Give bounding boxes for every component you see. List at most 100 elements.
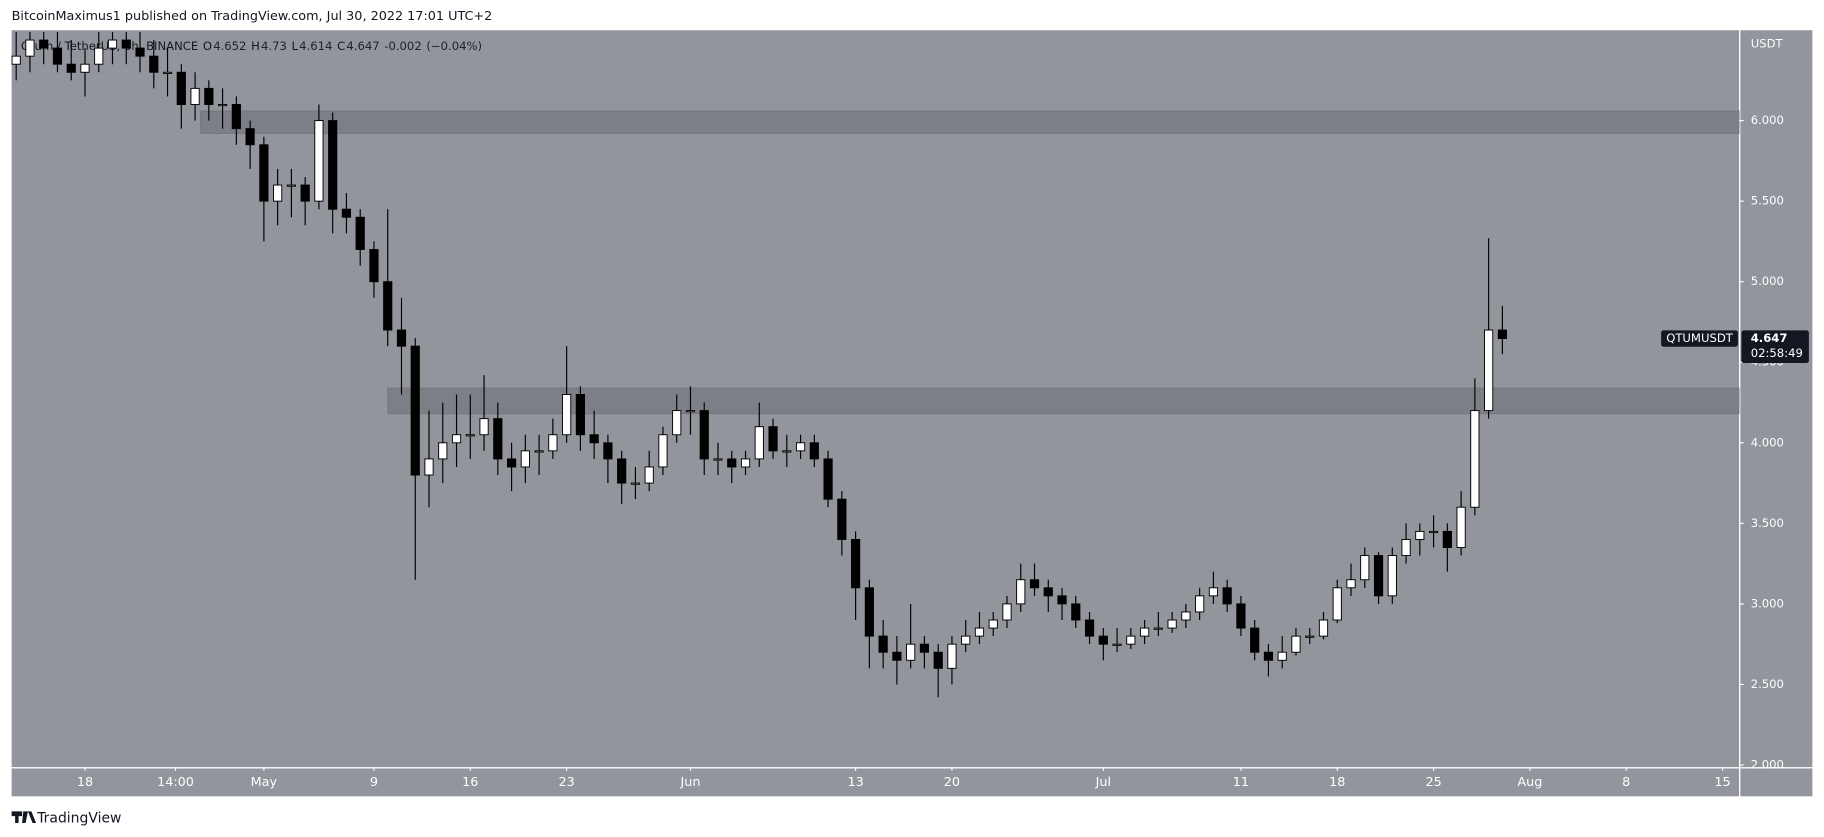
candle-body — [273, 184, 283, 202]
candle-body — [204, 87, 214, 105]
candle-body — [1332, 587, 1342, 621]
candle-body — [80, 63, 90, 73]
legend-key: H — [251, 39, 260, 53]
candle-body — [1153, 627, 1163, 630]
candle-body — [699, 410, 709, 460]
candle-body — [1401, 538, 1411, 557]
candle-body — [1140, 627, 1150, 637]
price-unit: USDT — [1751, 37, 1784, 51]
candle-body — [1057, 595, 1067, 605]
candle-body — [1484, 329, 1494, 412]
candle-body — [1112, 643, 1122, 646]
last-price: 4.647 — [1751, 331, 1788, 345]
candle-body — [259, 144, 269, 202]
candle-body — [94, 47, 104, 65]
candle-body — [878, 635, 888, 653]
candle-body — [493, 418, 503, 460]
x-tick-label: Aug — [1517, 775, 1542, 790]
x-tick-label: 14:00 — [157, 775, 194, 790]
candle-body — [782, 450, 792, 453]
candle-body — [768, 426, 778, 452]
candle-body — [1497, 329, 1507, 340]
x-tick-label: Jun — [679, 775, 700, 790]
candle-body — [149, 55, 159, 73]
candle-body — [644, 466, 654, 484]
candle-body — [465, 434, 475, 437]
candle-body — [795, 442, 806, 452]
candle-body — [534, 450, 544, 453]
candle-body — [947, 643, 957, 669]
candle-body — [988, 619, 998, 629]
candle-body — [548, 434, 558, 452]
candle-body — [1222, 587, 1232, 605]
candle-body — [451, 434, 462, 444]
candle-body — [479, 418, 489, 436]
candle-body — [286, 184, 296, 187]
candle-body — [630, 482, 641, 485]
x-tick-label: 18 — [77, 775, 93, 790]
candle-body — [176, 71, 186, 105]
candle-body — [1181, 611, 1191, 621]
x-tick-label: 25 — [1425, 775, 1441, 790]
candle-body — [1456, 506, 1466, 548]
legend: Qtum / TetherUS, 6h, BINANCE O 4.652 H 4.73 L… — [21, 39, 482, 53]
y-tick-label: 5.000 — [1751, 274, 1784, 288]
candle-body — [685, 410, 696, 413]
candle-body — [933, 651, 943, 669]
candle-body — [121, 39, 131, 49]
candle-body — [11, 55, 21, 65]
candle-body — [864, 587, 874, 637]
legend-value: 4.614 — [299, 39, 332, 53]
y-tick-label: 2.000 — [1751, 757, 1784, 771]
candle-body — [961, 635, 971, 645]
candle-body — [1195, 595, 1205, 613]
candle-body — [1387, 555, 1397, 597]
x-tick-label: May — [251, 775, 278, 790]
candle-body — [1208, 587, 1218, 597]
date-axis-background — [11, 768, 1740, 797]
candle-body — [1318, 619, 1329, 637]
x-tick-label: 11 — [1233, 775, 1249, 790]
y-tick-label: 4.000 — [1751, 435, 1784, 449]
legend-value: 4.647 — [346, 39, 379, 53]
candle-body — [410, 345, 420, 476]
header-text: BitcoinMaximus1 published on TradingView… — [12, 9, 493, 24]
candle-body — [300, 184, 310, 202]
candle-body — [135, 47, 145, 57]
legend-change-pct: (−0.04%) — [426, 39, 482, 53]
x-tick-label: 13 — [847, 775, 863, 790]
candle-body — [396, 329, 407, 347]
legend-value: 4.652 — [213, 39, 246, 53]
candle-body — [66, 63, 76, 73]
candle-body — [1305, 635, 1315, 638]
legend-value: 4.73 — [261, 39, 287, 53]
candle-body — [190, 87, 200, 105]
candle-body — [906, 643, 916, 661]
sr-zone — [200, 110, 1740, 134]
candle-body — [603, 442, 613, 460]
candle-body — [892, 651, 902, 661]
candle-body — [1428, 530, 1439, 534]
y-tick-label: 5.500 — [1751, 194, 1784, 208]
x-tick-label: 16 — [462, 775, 478, 790]
x-tick-label: 23 — [558, 775, 574, 790]
candle-body — [1373, 555, 1384, 597]
price-axis-background — [1740, 30, 1813, 768]
candle-body — [1084, 619, 1095, 637]
candle-body — [314, 120, 324, 202]
candle-body — [383, 281, 393, 331]
legend-key: L — [292, 39, 299, 53]
y-tick-label: 3.500 — [1751, 516, 1784, 530]
candle-body — [1442, 530, 1452, 548]
candle-body — [740, 458, 751, 468]
y-tick-label: 6.000 — [1751, 113, 1784, 127]
candle-body — [1071, 603, 1081, 621]
candle-body — [424, 458, 434, 476]
x-tick-label: 20 — [944, 775, 960, 790]
candle-body — [355, 216, 365, 250]
candle-body — [562, 394, 572, 436]
candle-body — [1415, 530, 1425, 540]
candle-body — [25, 39, 35, 57]
candle-body — [341, 208, 352, 218]
